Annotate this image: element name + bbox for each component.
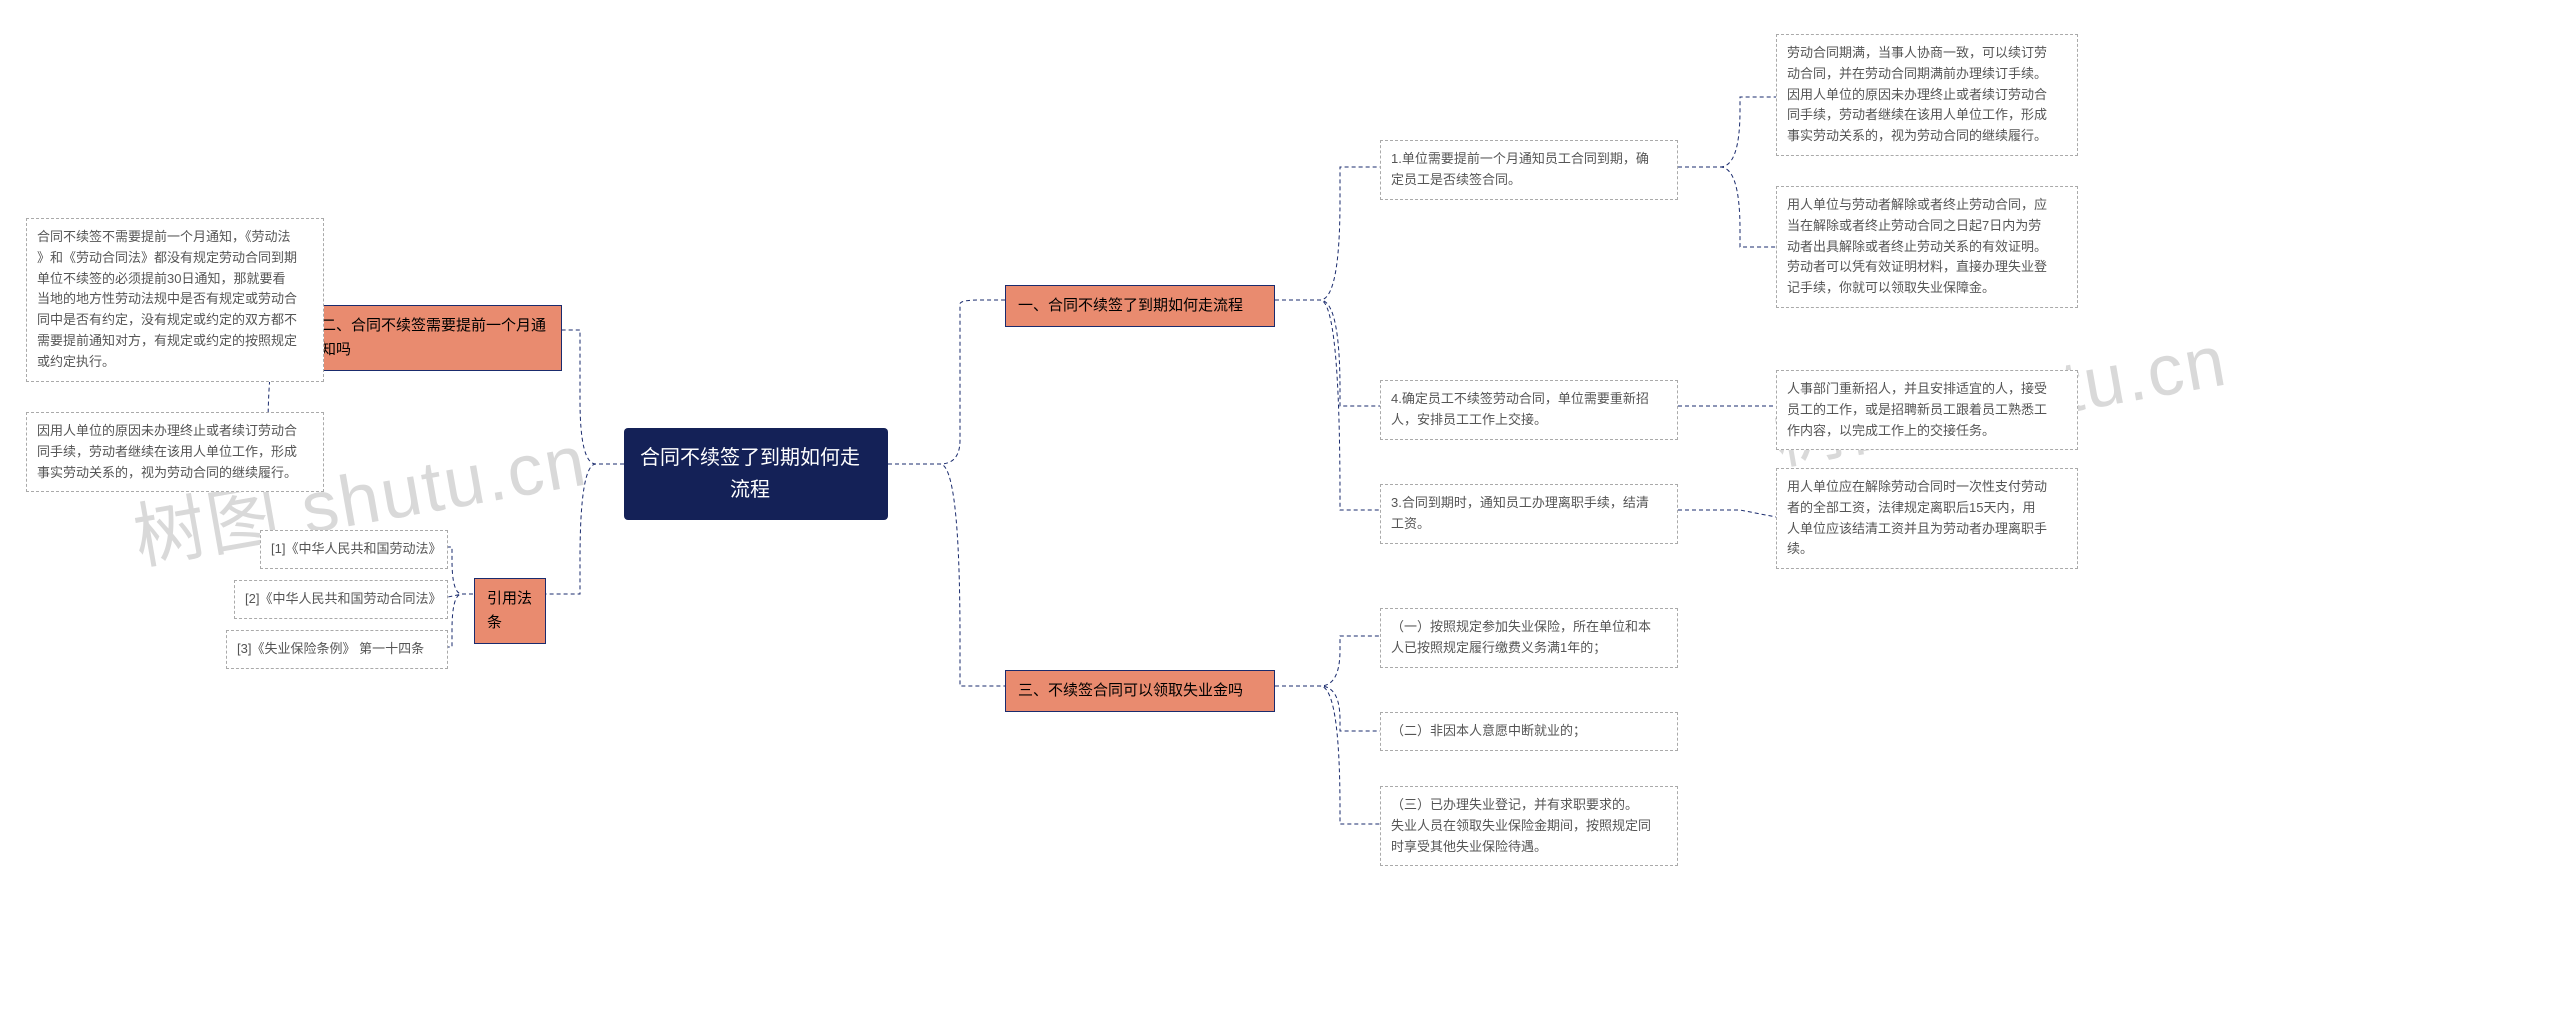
leaf-b1-1-1: 劳动合同期满，当事人协商一致，可以续订劳动合同，并在劳动合同期满前办理续订手续。… (1776, 34, 2078, 156)
leaf-b4-3: [3]《失业保险条例》 第一十四条 (226, 630, 448, 669)
leaf-b1-1: 1.单位需要提前一个月通知员工合同到期，确定员工是否续签合同。 (1380, 140, 1678, 200)
leaf-b1-3-1: 用人单位应在解除劳动合同时一次性支付劳动者的全部工资，法律规定离职后15天内，用… (1776, 468, 2078, 569)
leaf-b1-3: 3.合同到期时，通知员工办理离职手续，结清工资。 (1380, 484, 1678, 544)
leaf-b2-2: 因用人单位的原因未办理终止或者续订劳动合同手续，劳动者继续在该用人单位工作，形成… (26, 412, 324, 492)
leaf-b4-1: [1]《中华人民共和国劳动法》 (260, 530, 448, 569)
branch-4: 引用法条 (474, 578, 546, 644)
leaf-b3-1: （一）按照规定参加失业保险，所在单位和本人已按照规定履行缴费义务满1年的； (1380, 608, 1678, 668)
center-label: 合同不续签了到期如何走流程 (640, 442, 860, 506)
leaf-b1-4-1: 人事部门重新招人，并且安排适宜的人，接受员工的工作，或是招聘新员工跟着员工熟悉工… (1776, 370, 2078, 450)
branch-3-label: 三、不续签合同可以领取失业金吗 (1018, 679, 1243, 703)
branch-3: 三、不续签合同可以领取失业金吗 (1005, 670, 1275, 712)
leaf-b4-2: [2]《中华人民共和国劳动合同法》 (234, 580, 448, 619)
branch-1: 一、合同不续签了到期如何走流程 (1005, 285, 1275, 327)
leaf-b1-1-2: 用人单位与劳动者解除或者终止劳动合同，应当在解除或者终止劳动合同之日起7日内为劳… (1776, 186, 2078, 308)
leaf-b3-2: （二）非因本人意愿中断就业的； (1380, 712, 1678, 751)
leaf-b2-1: 合同不续签不需要提前一个月通知，《劳动法》和《劳动合同法》都没有规定劳动合同到期… (26, 218, 324, 382)
connector-layer (0, 0, 2560, 1028)
branch-2: 二、合同不续签需要提前一个月通知吗 (308, 305, 562, 371)
branch-4-label: 引用法条 (487, 587, 533, 635)
leaf-b3-3: （三）已办理失业登记，并有求职要求的。失业人员在领取失业保险金期间，按照规定同时… (1380, 786, 1678, 866)
branch-2-label: 二、合同不续签需要提前一个月通知吗 (321, 314, 546, 362)
branch-1-label: 一、合同不续签了到期如何走流程 (1018, 294, 1243, 318)
center-node: 合同不续签了到期如何走流程 (624, 428, 888, 520)
leaf-b1-4: 4.确定员工不续签劳动合同，单位需要重新招人，安排员工工作上交接。 (1380, 380, 1678, 440)
